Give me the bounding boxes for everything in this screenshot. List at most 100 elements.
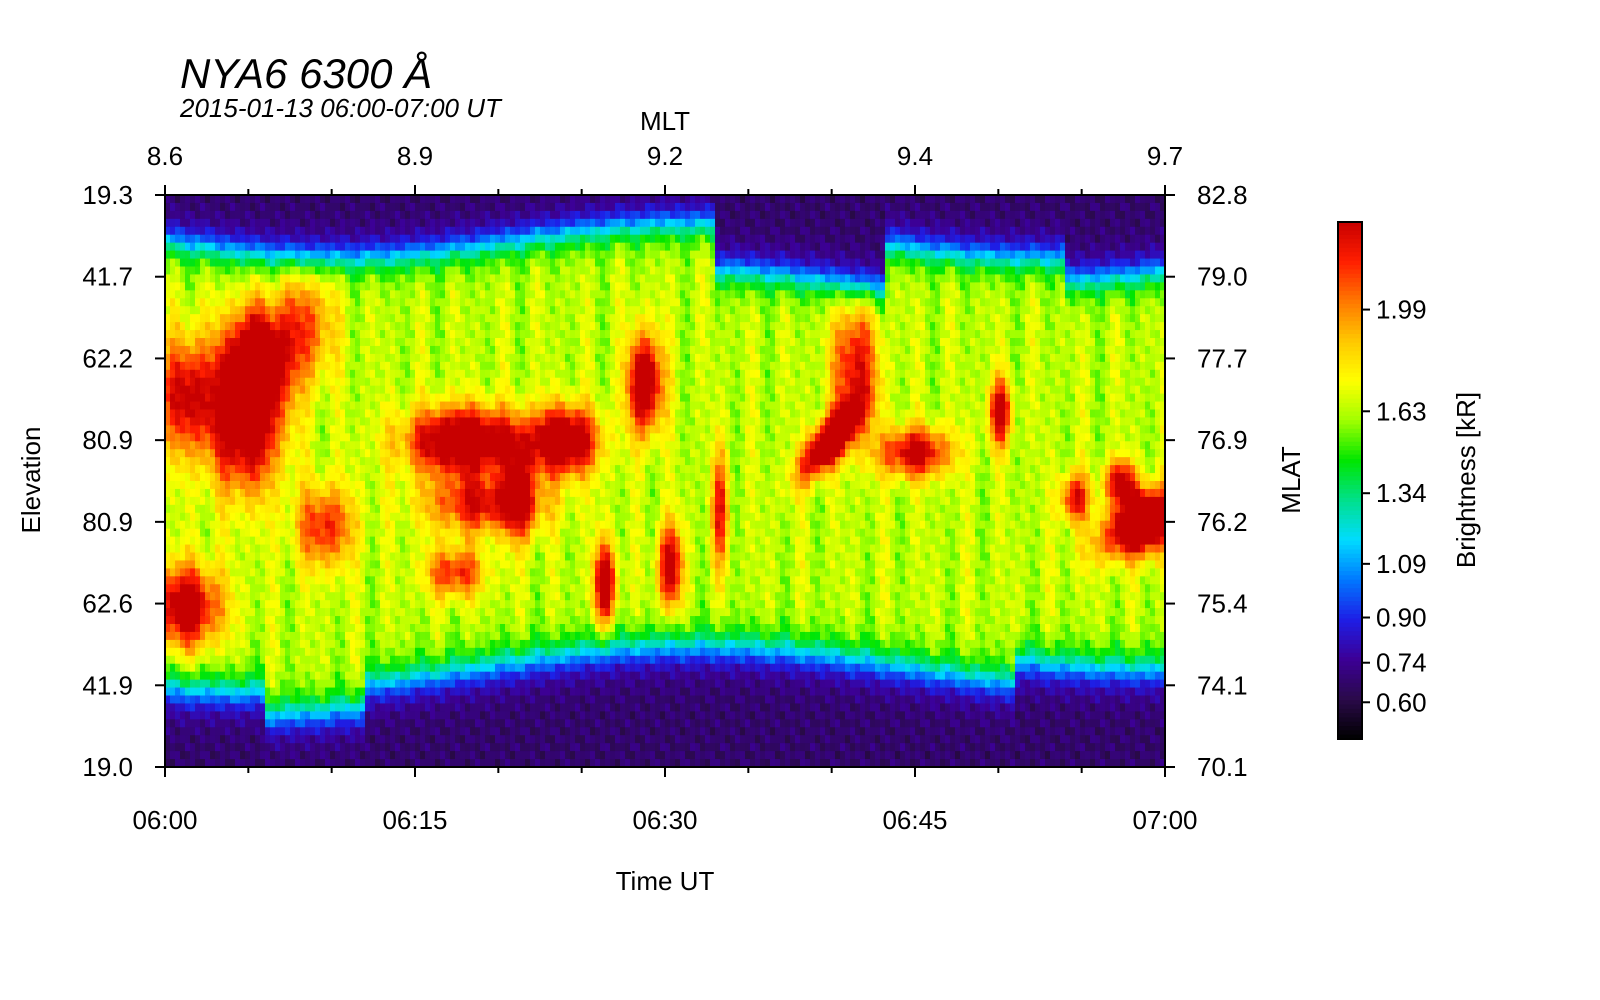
heatmap-cell: [470, 520, 476, 530]
heatmap-cell: [430, 290, 436, 299]
heatmap-cell: [225, 393, 231, 403]
heatmap-cell: [355, 195, 361, 204]
heatmap-cell: [455, 258, 461, 268]
heatmap-cell: [360, 584, 366, 593]
heatmap-cell: [500, 552, 506, 562]
heatmap-cell: [490, 409, 496, 419]
heatmap-cell: [400, 345, 406, 355]
heatmap-cell: [440, 504, 446, 514]
heatmap-cell: [345, 719, 351, 728]
heatmap-cell: [480, 425, 486, 434]
heatmap-cell: [195, 465, 201, 474]
heatmap-cell: [410, 663, 416, 673]
heatmap-cell: [440, 322, 446, 331]
heatmap-cell: [290, 568, 296, 577]
heatmap-cell: [395, 743, 401, 752]
heatmap-cell: [435, 449, 441, 458]
heatmap-cell: [200, 306, 206, 315]
heatmap-cell: [450, 473, 456, 482]
heatmap-cell: [270, 377, 276, 387]
heatmap-cell: [475, 735, 481, 744]
heatmap-cell: [500, 353, 506, 363]
heatmap-cell: [465, 218, 471, 228]
heatmap-cell: [310, 298, 316, 307]
heatmap-cell: [215, 608, 221, 617]
heatmap-cell: [210, 687, 216, 697]
heatmap-cell: [410, 647, 416, 657]
heatmap-cell: [505, 504, 511, 514]
heatmap-cell: [380, 433, 386, 442]
heatmap-cell: [470, 306, 476, 315]
heatmap-cell: [290, 393, 296, 403]
heatmap-cell: [325, 552, 331, 562]
heatmap-cell: [445, 322, 451, 331]
heatmap-cell: [360, 314, 366, 323]
heatmap-cell: [360, 504, 366, 514]
heatmap-cell: [250, 647, 256, 657]
heatmap-cell: [455, 624, 461, 633]
heatmap-cell: [205, 568, 211, 577]
heatmap-cell: [280, 552, 286, 562]
heatmap-cell: [425, 600, 431, 609]
heatmap-cell: [165, 290, 171, 299]
heatmap-cell: [350, 639, 356, 649]
heatmap-cell: [190, 655, 196, 665]
heatmap-cell: [430, 576, 436, 585]
heatmap-cell: [255, 528, 261, 538]
heatmap-cell: [270, 345, 276, 355]
heatmap-cell: [215, 695, 221, 705]
heatmap-cell: [180, 663, 186, 673]
heatmap-cell: [370, 600, 376, 609]
heatmap-cell: [240, 671, 246, 681]
heatmap-cell: [450, 242, 456, 252]
heatmap-cell: [370, 195, 376, 204]
heatmap-cell: [285, 600, 291, 609]
heatmap-cell: [290, 639, 296, 649]
heatmap-cell: [185, 322, 191, 331]
heatmap-cell: [260, 322, 266, 331]
heatmap-cell: [215, 322, 221, 331]
heatmap-cell: [475, 338, 481, 347]
heatmap-cell: [240, 226, 246, 236]
heatmap-cell: [180, 258, 186, 268]
heatmap-cell: [240, 488, 246, 498]
heatmap-cell: [360, 234, 366, 244]
heatmap-cell: [480, 473, 486, 482]
heatmap-cell: [170, 433, 176, 442]
heatmap-cell: [410, 210, 416, 220]
heatmap-cell: [275, 735, 281, 744]
heatmap-cell: [505, 671, 511, 681]
heatmap-cell: [430, 687, 436, 697]
heatmap-cell: [415, 457, 421, 466]
heatmap-cell: [370, 568, 376, 577]
heatmap-cell: [440, 226, 446, 236]
heatmap-cell: [310, 210, 316, 220]
heatmap-cell: [280, 274, 286, 283]
heatmap-cell: [375, 576, 381, 585]
heatmap-cell: [170, 322, 176, 331]
chart-subtitle: 2015-01-13 06:00-07:00 UT: [179, 93, 503, 123]
heatmap-cell: [450, 361, 456, 371]
heatmap-cell: [180, 401, 186, 411]
heatmap-cell: [500, 544, 506, 554]
heatmap-cell: [215, 266, 221, 276]
heatmap-cell: [255, 639, 261, 649]
heatmap-cell: [440, 568, 446, 577]
heatmap-cell: [255, 560, 261, 569]
heatmap-cell: [390, 695, 396, 705]
heatmap-cell: [170, 631, 176, 641]
heatmap-cell: [490, 441, 496, 450]
heatmap-cell: [415, 385, 421, 395]
heatmap-cell: [480, 687, 486, 697]
heatmap-cell: [320, 759, 326, 768]
heatmap-cell: [380, 353, 386, 363]
heatmap-cell: [450, 528, 456, 538]
heatmap-cell: [200, 631, 206, 641]
heatmap-cell: [185, 449, 191, 458]
heatmap-cell: [205, 616, 211, 625]
heatmap-cell: [165, 465, 171, 474]
heatmap-cell: [285, 544, 291, 554]
heatmap-cell: [385, 210, 391, 220]
heatmap-cell: [250, 457, 256, 466]
heatmap-cell: [260, 330, 266, 339]
